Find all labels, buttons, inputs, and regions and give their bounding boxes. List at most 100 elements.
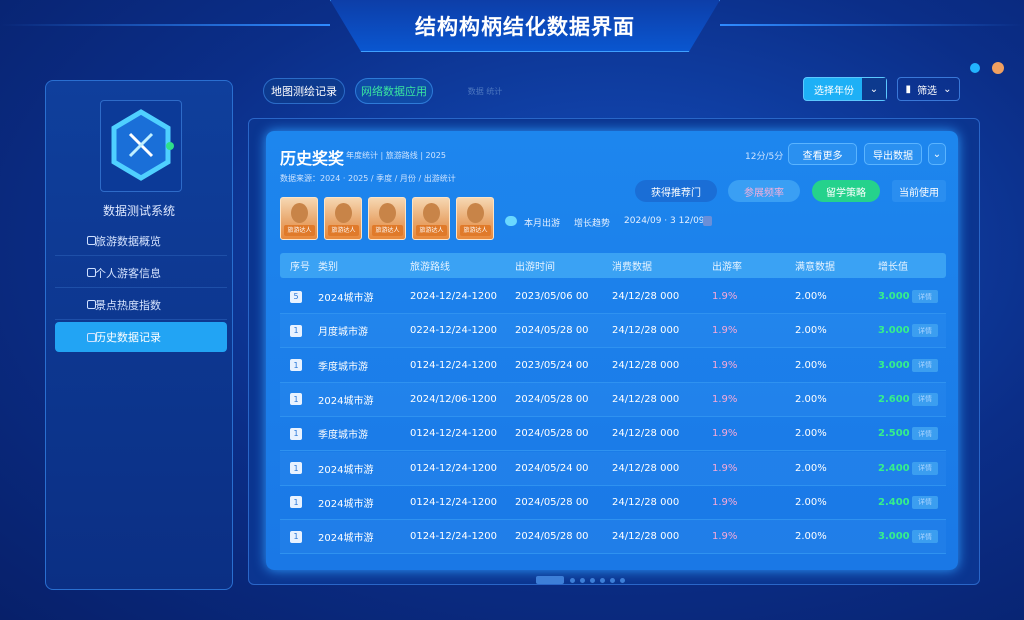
cell-route: 0124-12/24-1200 bbox=[410, 496, 497, 508]
cell-rate: 1.9% bbox=[712, 531, 738, 543]
column-header[interactable]: 消费数据 bbox=[612, 262, 652, 273]
filter-label: 筛选 bbox=[917, 85, 938, 97]
logo bbox=[100, 100, 182, 192]
cell-sat: 2.00% bbox=[795, 291, 827, 302]
sidebar-item-3[interactable]: 历史数据记录 bbox=[55, 322, 227, 352]
cell-name: 2024城市游 bbox=[318, 533, 374, 545]
export-button[interactable]: 导出数据 bbox=[864, 143, 922, 165]
detail-tag[interactable]: 详情 bbox=[912, 358, 938, 372]
cell-spend: 24/12/28 000 bbox=[612, 325, 680, 337]
row-checkbox[interactable]: 1 bbox=[290, 496, 302, 509]
thumbnail-label: 旅游达人 bbox=[416, 225, 447, 236]
action-recommend[interactable]: 获得推荐门 bbox=[635, 180, 717, 202]
pagination-dot[interactable] bbox=[590, 578, 595, 583]
hexagon-logo-icon bbox=[111, 109, 174, 181]
column-header[interactable]: 出游时间 bbox=[515, 262, 555, 273]
sidebar-item-label: 个人游客信息 bbox=[95, 266, 161, 280]
cell-rate: 1.9% bbox=[712, 496, 738, 508]
table-row[interactable]: 1 季度城市游 0124-12/24-1200 2023/05/24 00 24/12/… bbox=[280, 349, 946, 383]
detail-tag[interactable]: 详情 bbox=[912, 427, 938, 441]
cell-spend: 24/12/28 000 bbox=[612, 496, 680, 508]
cell-rate: 1.9% bbox=[712, 291, 738, 302]
pagination-dot[interactable] bbox=[600, 578, 605, 583]
pagination-dot[interactable] bbox=[610, 578, 615, 583]
table-row[interactable]: 1 2024城市游 2024/12/06-1200 2024/05/28 00 24/1… bbox=[280, 382, 946, 417]
panel-meta: 数据来源：2024 · 2025 / 季度 / 月份 / 出游统计 bbox=[280, 174, 456, 183]
table-row[interactable]: 5 2024城市游 2024-12/24-1200 2023/05/06 00 24/1… bbox=[280, 280, 946, 314]
sidebar-item-0[interactable]: 旅游数据概览 bbox=[55, 226, 227, 256]
action-current[interactable]: 当前使用 bbox=[892, 180, 946, 202]
legend-item: 本月出游 bbox=[524, 219, 561, 229]
calendar-icon bbox=[703, 216, 712, 226]
avatar-thumbnail[interactable]: 旅游达人 bbox=[280, 197, 318, 240]
detail-tag[interactable]: 详情 bbox=[912, 530, 938, 544]
pagination-dot[interactable] bbox=[570, 578, 575, 583]
row-checkbox[interactable]: 1 bbox=[290, 530, 302, 543]
avatar-thumbnail[interactable]: 旅游达人 bbox=[324, 197, 362, 240]
year-dropdown[interactable]: 选择年份 ⌄ bbox=[803, 77, 887, 101]
cell-grow: 3.000 bbox=[878, 531, 910, 543]
status-dot-blue bbox=[970, 63, 980, 73]
row-checkbox[interactable]: 1 bbox=[290, 427, 302, 440]
cell-name: 月度城市游 bbox=[318, 327, 368, 339]
detail-tag[interactable]: 详情 bbox=[912, 290, 938, 303]
square-icon bbox=[87, 332, 96, 342]
cell-spend: 24/12/28 000 bbox=[612, 531, 680, 543]
row-checkbox[interactable]: 5 bbox=[290, 290, 302, 303]
cell-route: 0124-12/24-1200 bbox=[410, 531, 497, 543]
cell-time: 2024/05/28 00 bbox=[515, 325, 589, 337]
chevron-down-icon: ⌄ bbox=[943, 83, 952, 95]
table-row[interactable]: 1 2024城市游 0124-12/24-1200 2024/05/28 00 24/1… bbox=[280, 520, 946, 555]
cell-spend: 24/12/28 000 bbox=[612, 359, 680, 371]
cell-rate: 1.9% bbox=[712, 359, 738, 371]
thumbnail-label: 旅游达人 bbox=[328, 225, 359, 236]
table-row[interactable]: 1 月度城市游 0224-12/24-1200 2024/05/28 00 24/12/… bbox=[280, 314, 946, 349]
detail-tag[interactable]: 详情 bbox=[912, 461, 938, 475]
column-header[interactable]: 出游率 bbox=[712, 262, 742, 273]
view-more-button[interactable]: 查看更多 bbox=[788, 143, 857, 165]
column-header[interactable]: 序号 bbox=[290, 262, 310, 273]
cell-route: 2024/12/06-1200 bbox=[410, 393, 497, 405]
tab-network-data[interactable]: 网络数据应用 bbox=[355, 78, 433, 104]
row-checkbox[interactable]: 1 bbox=[290, 324, 302, 337]
pagination-active[interactable] bbox=[536, 576, 564, 584]
cell-sat: 2.00% bbox=[795, 531, 827, 543]
avatar-thumbnail[interactable]: 旅游达人 bbox=[412, 197, 450, 240]
count-label: 12分/5分 bbox=[745, 152, 784, 162]
detail-tag[interactable]: 详情 bbox=[912, 495, 938, 509]
pagination-dot[interactable] bbox=[580, 578, 585, 583]
cell-sat: 2.00% bbox=[795, 428, 827, 440]
column-header[interactable]: 满意数据 bbox=[795, 262, 835, 273]
detail-tag[interactable]: 详情 bbox=[912, 392, 938, 406]
tab-stats[interactable]: 数据 统计 bbox=[467, 86, 503, 96]
panel-subtitle: 年度统计 | 旅游路线 | 2025 bbox=[346, 151, 446, 160]
table-row[interactable]: 1 2024城市游 0124-12/24-1200 2024/05/24 00 24/1… bbox=[280, 451, 946, 486]
avatar-thumbnail[interactable]: 旅游达人 bbox=[456, 197, 494, 240]
row-checkbox[interactable]: 1 bbox=[290, 393, 302, 406]
column-header[interactable]: 类别 bbox=[318, 262, 338, 273]
avatar-thumbnail[interactable]: 旅游达人 bbox=[368, 197, 406, 240]
cell-route: 2024-12/24-1200 bbox=[410, 291, 497, 302]
cell-spend: 24/12/28 000 bbox=[612, 428, 680, 440]
chevron-down-icon[interactable]: ⌄ bbox=[928, 143, 946, 165]
column-header[interactable]: 增长值 bbox=[878, 262, 908, 273]
cloud-icon bbox=[505, 216, 517, 226]
table-row[interactable]: 1 2024城市游 0124-12/24-1200 2024/05/28 00 24/1… bbox=[280, 486, 946, 520]
sidebar-item-2[interactable]: 景点热度指数 bbox=[55, 290, 227, 320]
column-header[interactable]: 旅游路线 bbox=[410, 262, 450, 273]
row-checkbox[interactable]: 1 bbox=[290, 462, 302, 474]
row-checkbox[interactable]: 1 bbox=[290, 359, 302, 372]
cell-time: 2023/05/24 00 bbox=[515, 359, 589, 371]
cell-grow: 3.000 bbox=[878, 325, 910, 337]
filter-button[interactable]: ▮ 筛选 ⌄ bbox=[897, 77, 960, 101]
sidebar-item-1[interactable]: 个人游客信息 bbox=[55, 258, 227, 288]
action-frequency[interactable]: 参展频率 bbox=[728, 180, 800, 202]
tab-map-records[interactable]: 地图测绘记录 bbox=[263, 78, 345, 104]
filter-icon: ▮ bbox=[905, 83, 912, 95]
action-strategy[interactable]: 留学策略 bbox=[812, 180, 880, 202]
logo-label: 数据测试系统 bbox=[102, 204, 175, 218]
detail-tag[interactable]: 详情 bbox=[912, 324, 938, 338]
table-row[interactable]: 1 季度城市游 0124-12/24-1200 2024/05/28 00 24/12/… bbox=[280, 417, 946, 452]
cell-route: 0224-12/24-1200 bbox=[410, 325, 497, 337]
pagination-dot[interactable] bbox=[620, 578, 625, 583]
